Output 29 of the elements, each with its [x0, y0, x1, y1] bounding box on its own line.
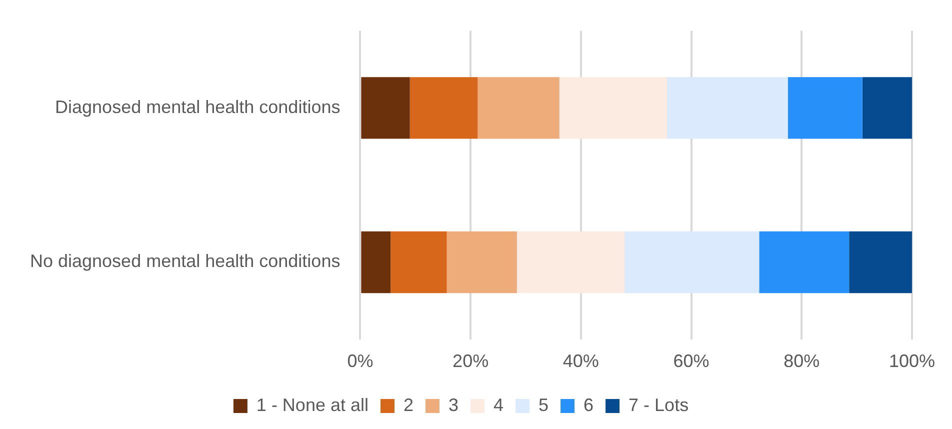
legend-label: 2 — [403, 394, 414, 415]
bar — [559, 77, 668, 139]
bar — [446, 231, 517, 294]
bar — [478, 77, 560, 139]
bar — [624, 231, 760, 294]
bar — [516, 231, 625, 294]
legend-label: 1 - None at all — [256, 394, 368, 415]
bar — [759, 231, 850, 294]
x-tick-label: 20% — [452, 351, 489, 372]
bar — [849, 231, 912, 294]
legend-label: 3 — [448, 394, 459, 415]
legend-label: 5 — [538, 394, 549, 415]
x-tick-label: 100% — [888, 351, 936, 372]
legend-label: 4 — [494, 394, 504, 415]
x-tick-label: 0% — [347, 351, 374, 372]
bar — [361, 77, 410, 139]
legend-label: 7 - Lots — [628, 394, 689, 415]
bar — [410, 77, 478, 139]
bar — [361, 231, 391, 294]
y-tick-label: Diagnosed mental health conditions — [55, 96, 340, 117]
x-tick-label: 40% — [562, 351, 599, 372]
x-tick-label: 60% — [673, 351, 710, 372]
legend-label: 6 — [584, 394, 594, 415]
bar — [390, 231, 447, 294]
x-tick-label: 80% — [784, 351, 820, 372]
bar — [862, 77, 912, 139]
bar — [788, 77, 862, 139]
bar — [667, 77, 788, 139]
y-tick-label: No diagnosed mental health conditions — [30, 251, 340, 272]
